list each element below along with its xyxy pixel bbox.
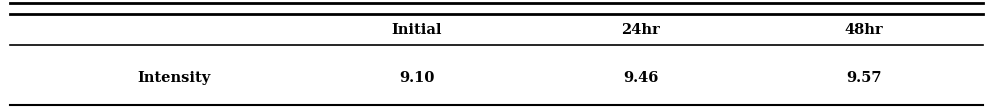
- Text: 9.46: 9.46: [623, 71, 658, 85]
- Text: 48hr: 48hr: [845, 23, 883, 37]
- Text: 24hr: 24hr: [621, 23, 660, 37]
- Text: Intensity: Intensity: [137, 71, 211, 85]
- Text: 9.57: 9.57: [846, 71, 882, 85]
- Text: Initial: Initial: [392, 23, 442, 37]
- Text: 9.10: 9.10: [399, 71, 435, 85]
